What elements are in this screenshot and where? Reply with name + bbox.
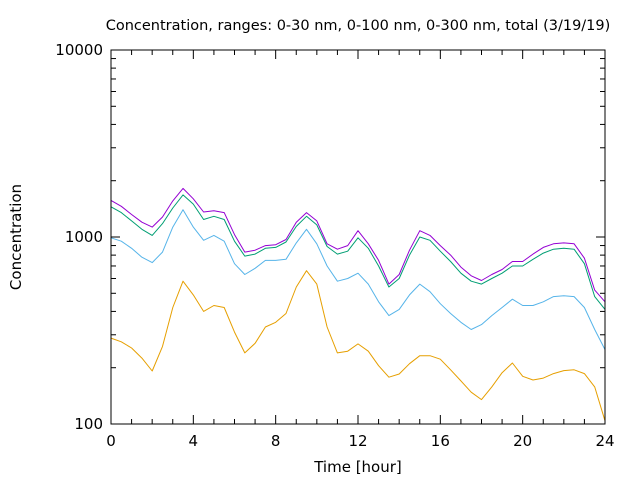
plot-frame [110,49,606,425]
series-line-1 [110,270,606,421]
series-line-2 [110,209,606,350]
ticks-layer: 0 4 8 12 16 20 24 100 1000 10000 [55,41,614,450]
series-layer [110,187,606,421]
y-axis-label: Concentration [7,184,25,290]
y-tick-label: 1000 [65,228,103,246]
y-tick-label: 10000 [55,41,103,59]
x-axis-label: Time [hour] [313,458,402,476]
x-tick-label: 12 [348,432,367,450]
series-line-3 [110,194,606,310]
x-tick-label: 4 [189,432,199,450]
x-tick-label: 8 [271,432,281,450]
y-tick-label: 100 [74,415,103,433]
series-line-4 [110,187,606,303]
x-tick-label: 0 [106,432,116,450]
x-tick-label: 24 [595,432,614,450]
x-tick-label: 20 [513,432,532,450]
chart-title: Concentration, ranges: 0-30 nm, 0-100 nm… [106,18,611,34]
x-tick-label: 16 [431,432,450,450]
